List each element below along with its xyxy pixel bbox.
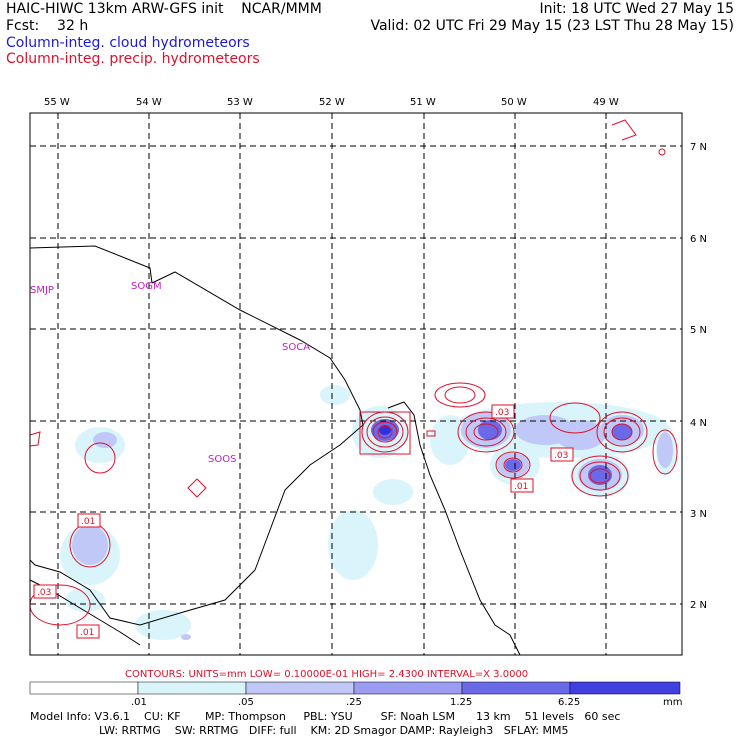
colorbar-swatch bbox=[137, 681, 247, 695]
station-label: SOGM bbox=[131, 281, 162, 292]
colorbar-tick: .25 bbox=[346, 697, 362, 708]
station-label: SOCA bbox=[282, 342, 310, 353]
graticule bbox=[30, 113, 682, 655]
legend-precip: Column-integ. precip. hydrometeors bbox=[6, 51, 260, 67]
lon-label: 49 W bbox=[593, 97, 619, 108]
contour-label: .03 bbox=[495, 408, 509, 418]
lat-label: 3 N bbox=[690, 509, 707, 520]
lon-label: 54 W bbox=[136, 97, 162, 108]
colorbar-ticks: .01 .05 .25 1.25 6.25 mm bbox=[131, 697, 682, 708]
contour-label: .03 bbox=[554, 451, 568, 461]
lat-label: 5 N bbox=[690, 325, 707, 336]
lon-label: 52 W bbox=[319, 97, 345, 108]
longitude-labels: 55 W 54 W 53 W 52 W 51 W 50 W 49 W bbox=[44, 97, 619, 108]
lon-label: 53 W bbox=[227, 97, 253, 108]
legend-cloud: Column-integ. cloud hydrometeors bbox=[6, 35, 250, 51]
lat-label: 7 N bbox=[690, 142, 707, 153]
colorbar-swatch bbox=[461, 681, 571, 695]
contour-labels: .03 .01 .03 .01 .03 .01 bbox=[33, 404, 574, 639]
lat-label: 2 N bbox=[690, 600, 707, 611]
colorbar-tick: .05 bbox=[238, 697, 254, 708]
colorbar-swatch bbox=[569, 681, 681, 695]
station-label: SOOS bbox=[208, 454, 236, 465]
init-time: Init: 18 UTC Wed 27 May 15 bbox=[539, 1, 734, 17]
model-info-line1: Model Info: V3.6.1 CU: KF MP: Thompson P… bbox=[30, 710, 621, 723]
lon-label: 51 W bbox=[410, 97, 436, 108]
colorbar-swatch bbox=[29, 681, 139, 695]
model-info-line2: LW: RRTMG SW: RRTMG DIFF: full KM: 2D Sm… bbox=[99, 724, 569, 737]
colorbar-tick: 6.25 bbox=[558, 697, 580, 708]
contour-label: .01 bbox=[514, 482, 528, 492]
contour-label: .03 bbox=[37, 588, 51, 598]
plot-title: HAIC-HIWC 13km ARW-GFS init NCAR/MMM bbox=[6, 1, 322, 17]
colorbar-tick: 1.25 bbox=[450, 697, 472, 708]
lat-label: 4 N bbox=[690, 418, 707, 429]
valid-time: Valid: 02 UTC Fri 29 May 15 (23 LST Thu … bbox=[370, 18, 734, 34]
latitude-labels: 7 N 6 N 5 N 4 N 3 N 2 N bbox=[690, 142, 707, 611]
contour-label: .01 bbox=[81, 517, 95, 527]
contour-info: CONTOURS: UNITS=mm LOW= 0.10000E-01 HIGH… bbox=[125, 669, 528, 680]
colorbar-swatch bbox=[245, 681, 355, 695]
colorbar-tick: .01 bbox=[131, 697, 147, 708]
lon-label: 50 W bbox=[501, 97, 527, 108]
precip-contours bbox=[29, 119, 678, 626]
lon-label: 55 W bbox=[44, 97, 70, 108]
colorbar-unit: mm bbox=[663, 697, 682, 708]
map-frame bbox=[29, 112, 683, 656]
contour-label: .01 bbox=[80, 628, 94, 638]
colorbar-swatch bbox=[353, 681, 463, 695]
cloud-shading-max bbox=[379, 425, 391, 435]
station-labels: SMJP SOGM SOCA SOOS bbox=[30, 281, 310, 465]
forecast-hour: Fcst: 32 h bbox=[6, 18, 89, 34]
colorbar bbox=[29, 681, 681, 695]
cloud-shading-mid bbox=[72, 412, 673, 640]
station-label: SMJP bbox=[30, 285, 54, 296]
lat-label: 6 N bbox=[690, 234, 707, 245]
